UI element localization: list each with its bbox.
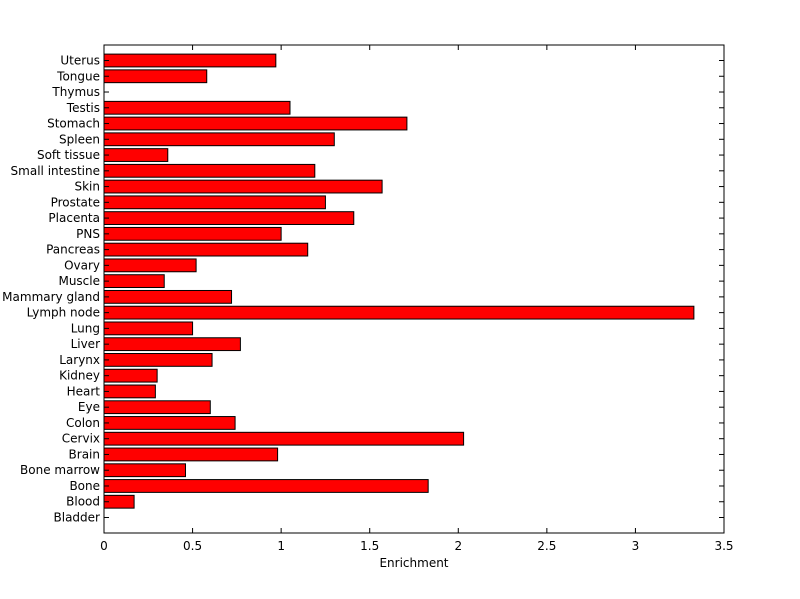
y-tick-label: Cervix bbox=[62, 432, 100, 446]
y-tick-label: Liver bbox=[71, 337, 101, 351]
bar-skin bbox=[103, 179, 383, 194]
bar-prostate bbox=[103, 195, 326, 210]
bar-lymph-node bbox=[103, 305, 695, 320]
y-tick-label: Muscle bbox=[58, 274, 100, 288]
y-tick-label: Uterus bbox=[60, 54, 100, 68]
y-tick-label: Bone marrow bbox=[20, 463, 100, 477]
bar-tongue bbox=[103, 69, 208, 84]
y-tick-label: Lung bbox=[71, 321, 100, 335]
y-tick-label: Placenta bbox=[48, 211, 100, 225]
bar-bone bbox=[103, 479, 429, 493]
x-tick-label: 0 bbox=[100, 539, 108, 553]
y-tick-label: Pancreas bbox=[46, 243, 100, 257]
bar-pns bbox=[103, 226, 282, 241]
y-tick-label: Testis bbox=[66, 101, 100, 115]
bar-pancreas bbox=[103, 242, 309, 257]
y-tick-label: Blood bbox=[66, 495, 100, 509]
bar-ovary bbox=[103, 258, 197, 273]
x-tick-label: 2.5 bbox=[537, 539, 556, 553]
bar-bone-marrow bbox=[103, 463, 186, 478]
bar-eye bbox=[103, 400, 211, 415]
bar-mammary-gland bbox=[103, 289, 233, 304]
y-tick-label: Bladder bbox=[54, 511, 101, 525]
y-tick-label: Bone bbox=[69, 479, 100, 493]
x-tick-label: 1 bbox=[277, 539, 285, 553]
x-tick-label: 3 bbox=[632, 539, 640, 553]
bar-muscle bbox=[103, 274, 165, 289]
bar-kidney bbox=[103, 368, 158, 383]
y-tick-label: Brain bbox=[69, 447, 100, 461]
y-tick-label: Eye bbox=[78, 400, 100, 414]
y-tick-label: Mammary gland bbox=[2, 290, 100, 304]
bar-testis bbox=[103, 100, 291, 115]
bar-cervix bbox=[103, 431, 465, 446]
y-tick-label: Ovary bbox=[64, 258, 100, 272]
y-tick-label: Soft tissue bbox=[37, 148, 100, 162]
y-tick-label: Colon bbox=[66, 416, 100, 430]
y-tick-label: Heart bbox=[67, 384, 101, 398]
y-tick-label: Spleen bbox=[59, 132, 100, 146]
plot-frame bbox=[103, 44, 725, 534]
x-axis-label: Enrichment bbox=[379, 556, 448, 570]
y-tick-label: Kidney bbox=[59, 369, 100, 383]
bar-larynx bbox=[103, 353, 213, 367]
y-tick-label: Prostate bbox=[51, 195, 100, 209]
x-tick-label: 3.5 bbox=[714, 539, 733, 553]
bar-brain bbox=[103, 447, 279, 462]
bar-soft-tissue bbox=[103, 148, 169, 162]
y-tick-label: Skin bbox=[74, 180, 100, 194]
bar-liver bbox=[103, 337, 241, 352]
bar-lung bbox=[103, 321, 194, 336]
x-tick-label: 1.5 bbox=[360, 539, 379, 553]
y-tick-label: Small intestine bbox=[11, 164, 100, 178]
bar-small-intestine bbox=[103, 163, 316, 178]
x-tick-label: 0.5 bbox=[183, 539, 202, 553]
bar-colon bbox=[103, 416, 236, 430]
bar-spleen bbox=[103, 132, 335, 147]
y-tick-label: Larynx bbox=[59, 353, 100, 367]
y-tick-label: PNS bbox=[76, 227, 100, 241]
bar-stomach bbox=[103, 116, 408, 131]
bar-uterus bbox=[103, 53, 277, 68]
bar-heart bbox=[103, 384, 156, 399]
bar-placenta bbox=[103, 211, 355, 225]
y-tick-label: Tongue bbox=[56, 69, 100, 83]
y-tick-label: Thymus bbox=[51, 85, 100, 99]
y-tick-label: Stomach bbox=[47, 117, 100, 131]
x-tick-label: 2 bbox=[454, 539, 462, 553]
y-tick-label: Lymph node bbox=[27, 306, 100, 320]
